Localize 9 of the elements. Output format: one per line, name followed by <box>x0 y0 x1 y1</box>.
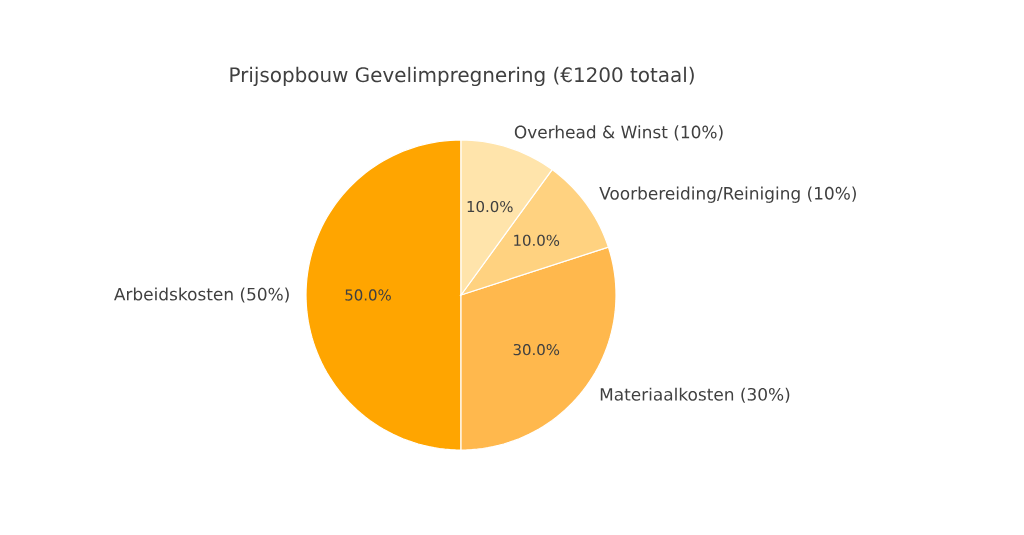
slice-label: Materiaalkosten (30%) <box>600 387 790 403</box>
data-label: 10.0% <box>467 200 513 213</box>
slice-label: Voorbereiding/Reiniging (10%) <box>599 186 856 203</box>
slice-label: Arbeidskosten (50%) <box>114 287 289 303</box>
slice-label: Overhead & Winst (10%) <box>514 125 723 141</box>
data-label: 10.0% <box>514 234 560 246</box>
data-label: 30.0% <box>513 343 560 356</box>
chart-title: Prijsopbouw Gevelimpregnering (€1200 totaal) <box>230 66 694 87</box>
data-label: 50.0% <box>345 289 391 301</box>
